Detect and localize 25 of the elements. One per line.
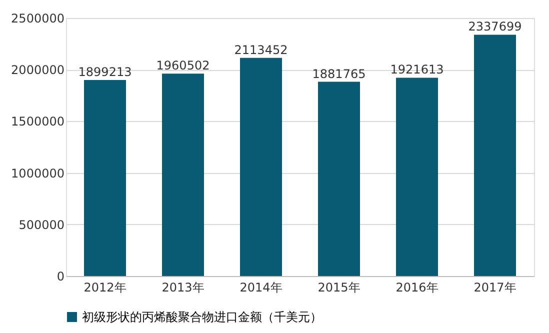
y-tick-label: 2500000 [11,12,64,26]
y-tick-label: 0 [56,270,64,284]
x-tick-label: 2015年 [318,280,360,294]
x-tick-label: 2016年 [396,280,438,294]
legend-label: 初级形状的丙烯酸聚合物进口金额（千美元） [82,310,322,324]
data-label: 1899213 [78,65,132,79]
data-label: 1881765 [312,66,366,81]
bar [240,58,282,276]
y-tick-label: 2000000 [11,63,64,78]
x-tick-label: 2013年 [162,280,204,294]
x-tick-label: 2017年 [474,280,516,294]
x-tick-label: 2014年 [240,280,282,294]
data-label: 1921613 [390,62,444,77]
bar [162,74,204,276]
data-label: 2337699 [468,20,522,34]
y-tick-label: 1500000 [11,114,64,129]
bar [396,78,438,276]
bar [84,80,126,276]
data-label: 1960502 [156,58,210,73]
data-label: 2113452 [234,42,288,57]
x-tick-label: 2012年 [84,280,126,294]
y-tick-label: 500000 [18,218,64,232]
y-tick-label: 1000000 [11,166,64,180]
bar [318,82,360,276]
bar [474,34,516,276]
